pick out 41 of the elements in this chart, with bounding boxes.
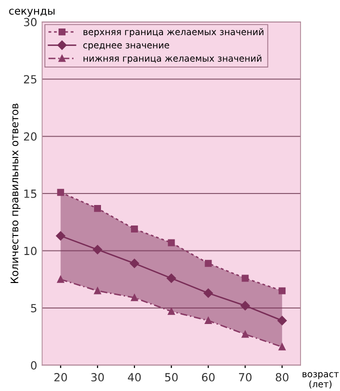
point (204, 260, 212, 267)
text: секунды (9, 8, 54, 17)
y-tick-label: 30 (24, 18, 37, 26)
point (94, 287, 102, 294)
legend-label: верхняя граница желаемых значений (84, 28, 264, 37)
point (277, 316, 287, 326)
point (240, 301, 250, 310)
x-tick-label: 70 (239, 373, 252, 382)
point (278, 287, 286, 294)
point (278, 343, 286, 350)
y-tick-label: 20 (24, 132, 37, 141)
point (56, 231, 66, 241)
x-tick-label: 20 (54, 373, 67, 382)
point (242, 274, 249, 282)
x-tick-label: 30 (91, 373, 104, 382)
point (166, 274, 176, 283)
y-axis-title: Количество правильных ответов (10, 104, 20, 284)
point (204, 288, 213, 298)
point (92, 244, 102, 254)
y-tick-label: 0 (30, 361, 37, 370)
y-tick-label: 5 (31, 304, 36, 312)
point (94, 204, 102, 212)
point (168, 239, 175, 246)
x-tick-label: 40 (128, 373, 141, 382)
x-tick-label: 50 (165, 373, 178, 382)
legend-label: нижняя граница желаемых значений (84, 54, 262, 64)
point (130, 226, 138, 232)
y-tick-label: 25 (24, 75, 36, 84)
point (130, 258, 140, 268)
x-axis-title: возраст (лет) (302, 372, 339, 389)
point (168, 308, 175, 315)
point (242, 330, 249, 338)
x-tick-label: 80 (276, 373, 288, 382)
point (57, 276, 64, 283)
x-tick-label: 60 (202, 373, 215, 382)
y-tick-label: 15 (24, 190, 36, 198)
point (130, 294, 138, 302)
y-tick-label: 10 (24, 246, 37, 256)
legend-label: среднее значение (83, 43, 170, 50)
point (57, 188, 64, 196)
point (204, 317, 212, 324)
